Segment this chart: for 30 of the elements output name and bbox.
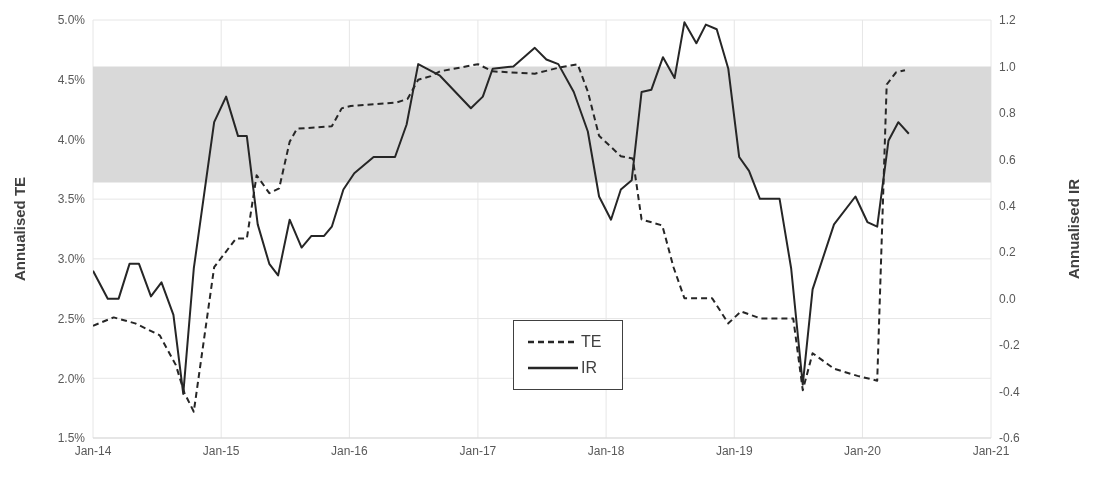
y-tick-label: 4.5% bbox=[57, 72, 86, 87]
y-tick-label: 3.5% bbox=[57, 192, 86, 207]
y-tick-label: 2.5% bbox=[57, 311, 86, 326]
y2-tick-label: 1.2 bbox=[999, 13, 1017, 28]
legend-label: TE bbox=[581, 333, 602, 351]
x-tick-label: Jan-17 bbox=[459, 443, 497, 458]
y2-tick-label: 0.0 bbox=[999, 291, 1017, 306]
y2-tick-label: 0.6 bbox=[999, 152, 1017, 167]
y-tick-label: 3.0% bbox=[57, 252, 86, 267]
y2-tick-label: -0.2 bbox=[999, 338, 1020, 353]
y2-tick-label: 0.4 bbox=[999, 199, 1017, 214]
y2-tick-label: 0.2 bbox=[999, 245, 1017, 260]
y-tick-label: 5.0% bbox=[57, 13, 86, 28]
y-tick-label: 2.0% bbox=[57, 371, 86, 386]
x-tick-label: Jan-20 bbox=[844, 443, 882, 458]
x-tick-label: Jan-15 bbox=[202, 443, 240, 458]
y2-tick-label: 0.8 bbox=[999, 106, 1017, 121]
legend-label: IR bbox=[581, 359, 597, 377]
y2-axis-title: Annualised IR bbox=[1065, 178, 1083, 280]
y2-tick-label: 1.0 bbox=[999, 59, 1017, 74]
x-tick-label: Jan-21 bbox=[972, 443, 1010, 458]
x-tick-label: Jan-19 bbox=[715, 443, 753, 458]
y-tick-label: 1.5% bbox=[57, 431, 86, 446]
y-tick-label: 4.0% bbox=[57, 132, 86, 147]
y-axis-title: Annualised TE bbox=[11, 176, 29, 282]
y2-tick-label: -0.4 bbox=[999, 384, 1020, 399]
x-tick-label: Jan-18 bbox=[587, 443, 625, 458]
y2-tick-label: -0.6 bbox=[999, 431, 1020, 446]
x-tick-label: Jan-16 bbox=[331, 443, 369, 458]
x-tick-label: Jan-14 bbox=[74, 443, 112, 458]
